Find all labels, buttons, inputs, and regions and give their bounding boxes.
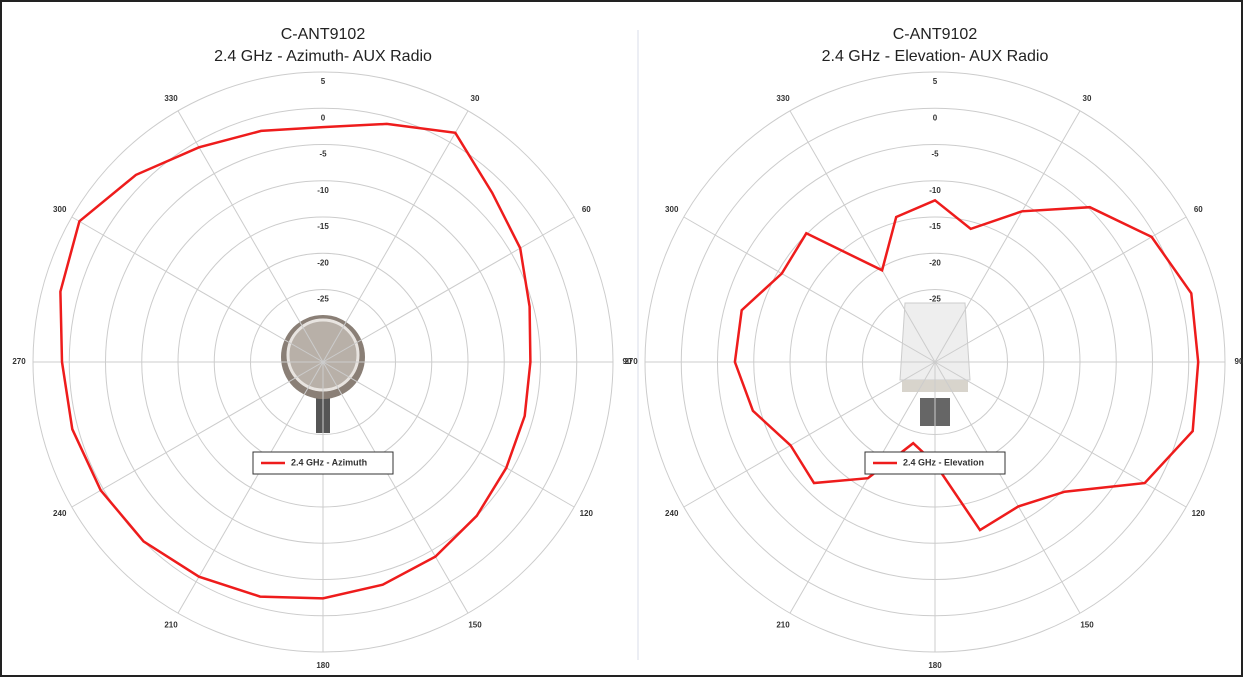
chart-title: C-ANT9102 bbox=[281, 26, 366, 43]
spoke bbox=[683, 361, 936, 508]
theta-tick-label: 120 bbox=[1192, 509, 1206, 518]
theta-tick-label: 90 bbox=[1235, 357, 1243, 366]
theta-tick-label: 30 bbox=[1083, 94, 1092, 103]
spoke bbox=[934, 216, 1187, 363]
r-tick-label: -20 bbox=[317, 258, 329, 267]
theta-tick-label: 90 bbox=[623, 357, 632, 366]
legend-box bbox=[252, 451, 394, 475]
spoke bbox=[322, 361, 575, 508]
r-tick-label: -25 bbox=[929, 295, 941, 304]
spoke bbox=[683, 216, 936, 363]
theta-tick-label: 30 bbox=[471, 94, 480, 103]
title-background bbox=[153, 20, 493, 68]
theta-tick-label: 330 bbox=[776, 94, 790, 103]
spoke bbox=[789, 361, 936, 614]
title-background bbox=[765, 20, 1105, 68]
r-tick-label: 5 bbox=[933, 77, 938, 86]
spoke bbox=[322, 216, 575, 363]
r-tick-label: -5 bbox=[931, 150, 939, 159]
chart-title: C-ANT9102 bbox=[893, 26, 978, 43]
spoke bbox=[934, 361, 1081, 614]
r-tick-label: 0 bbox=[321, 113, 326, 122]
theta-tick-label: 210 bbox=[776, 620, 790, 629]
theta-tick-label: 210 bbox=[164, 620, 178, 629]
pattern-line bbox=[59, 122, 532, 600]
r-tick-label: 5 bbox=[321, 77, 326, 86]
r-tick-label: -15 bbox=[317, 222, 329, 231]
spoke bbox=[71, 216, 324, 363]
theta-tick-label: 150 bbox=[468, 620, 482, 629]
theta-tick-label: 270 bbox=[624, 357, 638, 366]
legend-box bbox=[864, 451, 1006, 475]
r-tick-label: -5 bbox=[319, 150, 327, 159]
legend-label: 2.4 GHz - Elevation bbox=[903, 457, 984, 467]
theta-tick-label: 60 bbox=[1194, 205, 1203, 214]
theta-tick-label: 180 bbox=[928, 661, 942, 670]
spoke bbox=[789, 110, 936, 363]
theta-tick-label: 60 bbox=[582, 205, 591, 214]
r-tick-label: 0 bbox=[933, 113, 938, 122]
theta-tick-label: 240 bbox=[665, 509, 679, 518]
r-tick-label: -10 bbox=[929, 186, 941, 195]
r-tick-label: -15 bbox=[929, 222, 941, 231]
legend-label: 2.4 GHz - Azimuth bbox=[291, 457, 367, 467]
theta-tick-label: 300 bbox=[53, 205, 67, 214]
theta-tick-label: 330 bbox=[164, 94, 178, 103]
spoke bbox=[71, 361, 324, 508]
theta-tick-label: 150 bbox=[1080, 620, 1094, 629]
theta-tick-label: 300 bbox=[665, 205, 679, 214]
spoke bbox=[934, 110, 1081, 363]
theta-tick-label: 120 bbox=[580, 509, 594, 518]
theta-tick-label: 270 bbox=[12, 357, 26, 366]
spoke bbox=[322, 110, 469, 363]
chart-subtitle: 2.4 GHz - Elevation- AUX Radio bbox=[822, 48, 1049, 65]
r-tick-label: -25 bbox=[317, 295, 329, 304]
theta-tick-label: 180 bbox=[316, 661, 330, 670]
spoke bbox=[177, 361, 324, 614]
spoke bbox=[322, 361, 469, 614]
theta-tick-label: 240 bbox=[53, 509, 67, 518]
r-tick-label: -20 bbox=[929, 258, 941, 267]
r-tick-label: -10 bbox=[317, 186, 329, 195]
spoke bbox=[177, 110, 324, 363]
chart-subtitle: 2.4 GHz - Azimuth- AUX Radio bbox=[214, 48, 432, 65]
